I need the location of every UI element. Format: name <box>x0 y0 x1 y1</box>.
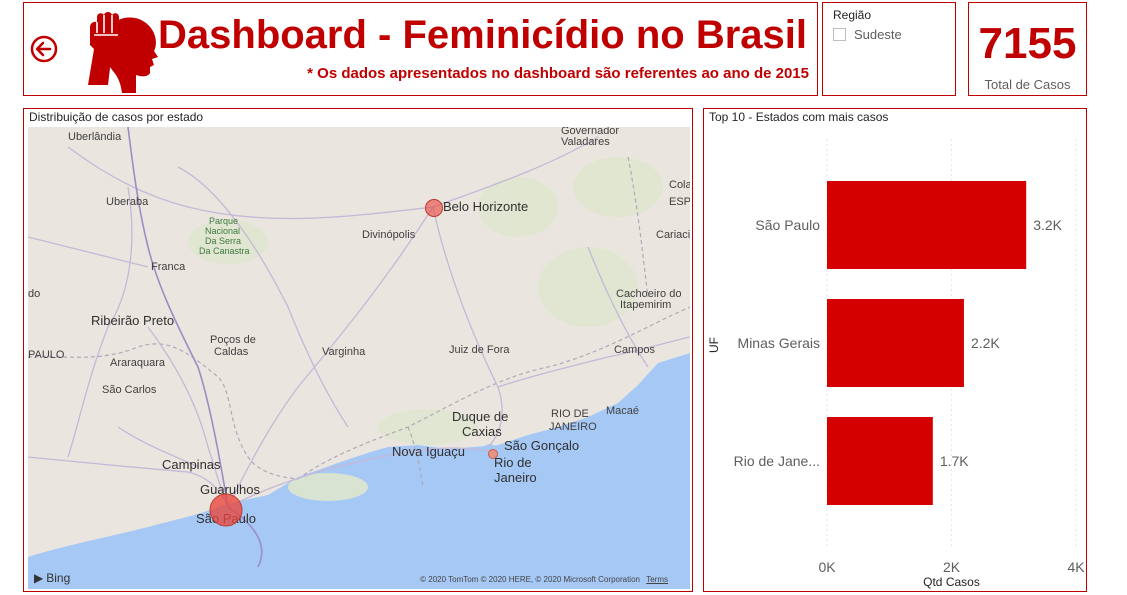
bar-chart-visual: Top 10 - Estados com mais casos 0K 2K 4K Sã… <box>703 108 1087 592</box>
region-filter-title: Região <box>833 8 872 22</box>
svg-text:Araraquara: Araraquara <box>110 357 166 369</box>
svg-text:Da Serra: Da Serra <box>205 236 241 246</box>
svg-text:Parque: Parque <box>209 216 238 226</box>
category-label: São Paulo <box>755 217 820 233</box>
svg-text:Belo Horizonte: Belo Horizonte <box>443 199 528 214</box>
svg-text:Itapemirim: Itapemirim <box>620 299 671 311</box>
svg-text:Valadares: Valadares <box>561 136 610 148</box>
bubble-rio-de-janeiro[interactable] <box>488 449 498 459</box>
svg-text:ESP: ESP <box>669 196 690 208</box>
dashboard-header: Dashboard - Feminicídio no Brasil * Os d… <box>23 2 818 96</box>
checkbox[interactable] <box>833 28 846 41</box>
page-subtitle: * Os dados apresentados no dashboard são… <box>307 65 809 82</box>
svg-text:Uberaba: Uberaba <box>106 196 149 208</box>
ocean <box>28 353 690 589</box>
svg-text:Duque de: Duque de <box>452 409 508 424</box>
svg-text:Poços de: Poços de <box>210 334 256 346</box>
data-label: 3.2K <box>1033 217 1062 233</box>
svg-text:Cachoeiro do: Cachoeiro do <box>616 288 681 300</box>
total-cases-value: 7155 <box>978 19 1077 68</box>
bubble-minas-gerais[interactable] <box>425 199 443 217</box>
data-label: 1.7K <box>940 453 969 469</box>
raised-fist-woman-logo <box>84 7 164 93</box>
x-axis-title: Qtd Casos <box>923 575 980 589</box>
svg-text:Caldas: Caldas <box>214 346 249 358</box>
svg-text:do: do <box>28 288 40 300</box>
map-copyright: © 2020 TomTom © 2020 HERE, © 2020 Micros… <box>420 575 668 584</box>
svg-text:PAULO: PAULO <box>28 349 65 361</box>
svg-text:Janeiro: Janeiro <box>494 470 537 485</box>
data-label: 2.2K <box>971 335 1000 351</box>
svg-text:Franca: Franca <box>151 261 186 273</box>
svg-text:Rio de: Rio de <box>494 455 532 470</box>
svg-text:JANEIRO: JANEIRO <box>549 421 597 433</box>
svg-text:Nacional: Nacional <box>205 226 240 236</box>
category-label: Minas Gerais <box>738 335 820 351</box>
bar[interactable] <box>827 417 933 505</box>
bar[interactable] <box>827 299 964 387</box>
svg-text:Uberlândia: Uberlândia <box>68 131 122 143</box>
svg-text:Cola: Cola <box>669 179 690 191</box>
svg-text:Divinópolis: Divinópolis <box>362 229 416 241</box>
region-option-label: Sudeste <box>854 27 902 42</box>
map-title: Distribuição de casos por estado <box>29 110 204 124</box>
x-tick-label: 2K <box>943 559 961 575</box>
bar-chart: 0K 2K 4K São Paulo 3.2K Minas Gerais 2.2K Rio d… <box>707 139 1085 589</box>
map-canvas[interactable]: Uberlândia Governador Valadares Uberaba … <box>28 127 690 589</box>
bing-label: Bing <box>46 571 71 585</box>
x-tick-label: 0K <box>818 559 836 575</box>
chart-title: Top 10 - Estados com mais casos <box>709 110 889 124</box>
svg-text:Juiz de Fora: Juiz de Fora <box>449 344 510 356</box>
svg-text:Varginha: Varginha <box>322 346 366 358</box>
back-arrow-icon[interactable] <box>30 35 58 63</box>
bing-icon: ▶ <box>34 571 44 585</box>
svg-text:Caxias: Caxias <box>462 424 502 439</box>
svg-text:São Carlos: São Carlos <box>102 384 157 396</box>
category-label: Rio de Jane... <box>734 453 820 469</box>
page-title: Dashboard - Feminicídio no Brasil <box>158 13 807 57</box>
terms-link[interactable]: Terms <box>646 575 668 584</box>
bubble-sao-paulo[interactable] <box>209 493 243 527</box>
copyright-text: © 2020 TomTom © 2020 HERE, © 2020 Micros… <box>420 575 640 584</box>
svg-text:RIO DE: RIO DE <box>551 408 589 420</box>
svg-text:Ribeirão Preto: Ribeirão Preto <box>91 313 174 328</box>
total-cases-label: Total de Casos <box>984 77 1071 92</box>
svg-text:Campos: Campos <box>614 344 655 356</box>
svg-text:Governador: Governador <box>561 127 619 137</box>
total-cases-card: 7155 Total de Casos <box>968 2 1087 96</box>
y-axis-title: UF <box>707 337 721 353</box>
bing-logo: ▶ Bing <box>34 571 70 585</box>
x-tick-label: 4K <box>1067 559 1085 575</box>
svg-text:Macaé: Macaé <box>606 405 639 417</box>
map-visual: Distribuição de casos por estado <box>23 108 693 592</box>
bar[interactable] <box>827 181 1027 269</box>
svg-text:Da Canastra: Da Canastra <box>199 246 250 256</box>
svg-text:Nova Iguaçu: Nova Iguaçu <box>392 444 465 459</box>
svg-text:Campinas: Campinas <box>162 457 221 472</box>
svg-text:São Gonçalo: São Gonçalo <box>504 438 579 453</box>
region-filter: Região Sudeste <box>822 2 956 96</box>
region-option-sudeste[interactable]: Sudeste <box>833 27 902 42</box>
svg-text:Guarulhos: Guarulhos <box>200 482 260 497</box>
svg-text:Cariaci: Cariaci <box>656 229 690 241</box>
